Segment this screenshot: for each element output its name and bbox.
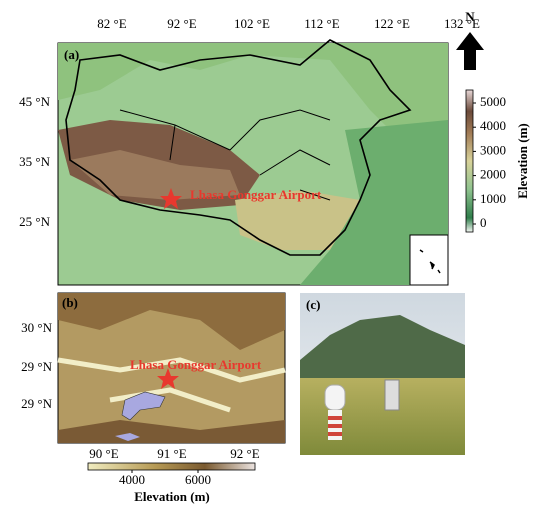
colorbar-tick-label: 3000: [480, 142, 506, 157]
colorbar-tick-label: 0: [480, 215, 487, 230]
colorbar-tick-label: 4000: [480, 118, 506, 133]
colorbar-label: Elevation (m): [134, 489, 209, 504]
colorbar-tick-label: 6000: [185, 472, 211, 487]
lat-tick-label: 29 °N: [21, 359, 52, 374]
colorbar-label: Elevation (m): [515, 123, 530, 198]
panel-label: (c): [306, 297, 320, 312]
north-label: N: [465, 9, 475, 24]
lon-tick-label: 82 °E: [97, 16, 126, 31]
colorbar: [465, 89, 474, 233]
lat-tick-label: 30 °N: [21, 320, 52, 335]
lon-tick-label: 90 °E: [89, 446, 118, 461]
panel-a-map: [57, 39, 449, 286]
colorbar: [87, 462, 256, 471]
lat-tick-label: 25 °N: [19, 214, 50, 229]
panel-label: (a): [64, 47, 79, 62]
colorbar-tick-label: 5000: [480, 94, 506, 109]
annotation: Lhasa Gonggar Airport: [130, 357, 262, 372]
panel-label: (b): [62, 295, 78, 310]
lon-tick-label: 122 °E: [374, 16, 410, 31]
lon-tick-label: 92 °E: [167, 16, 196, 31]
annotation: Lhasa Gonggar Airport: [190, 187, 322, 202]
photo: [300, 293, 465, 455]
lon-tick-label: 112 °E: [304, 16, 339, 31]
panel-b-map: [57, 292, 286, 444]
north-arrow: [456, 32, 484, 70]
colorbar-tick-label: 4000: [119, 472, 145, 487]
lon-tick-label: 132 °E: [444, 16, 480, 31]
lat-tick-label: 35 °N: [19, 154, 50, 169]
lon-tick-label: 91 °E: [157, 446, 186, 461]
colorbar-tick-label: 2000: [480, 167, 506, 182]
lat-tick-label: 29 °N: [21, 396, 52, 411]
lat-tick-label: 45 °N: [19, 94, 50, 109]
colorbar-tick-label: 1000: [480, 191, 506, 206]
lon-tick-label: 102 °E: [234, 16, 270, 31]
lon-tick-label: 92 °E: [230, 446, 259, 461]
